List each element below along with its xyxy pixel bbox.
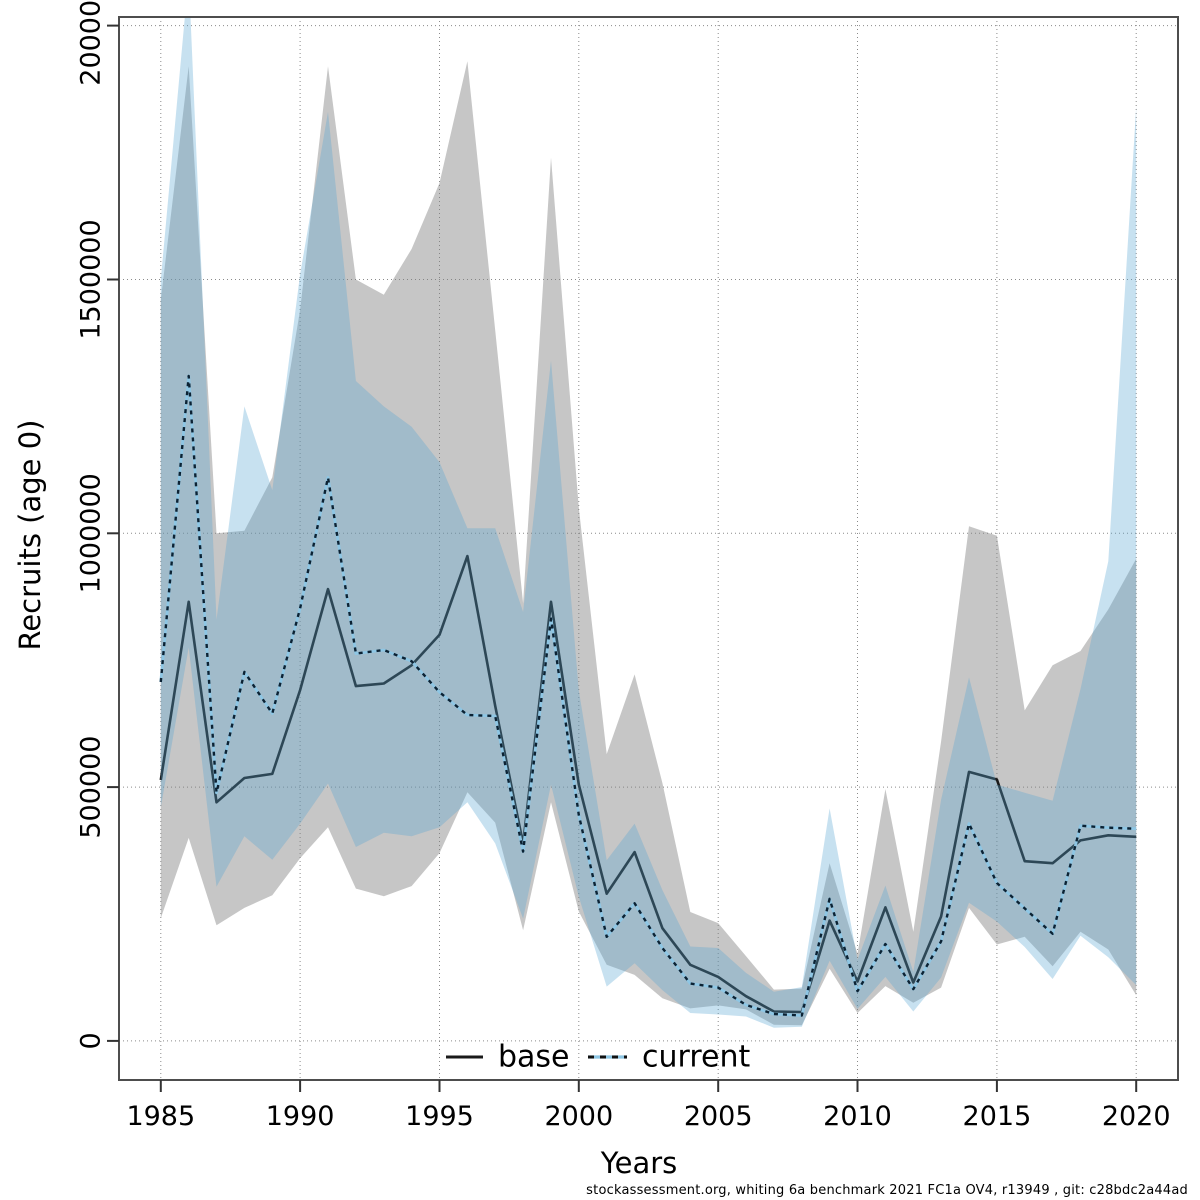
x-axis-title: Years bbox=[600, 1146, 678, 1180]
svg-text:1500000: 1500000 bbox=[76, 219, 107, 339]
svg-text:2010: 2010 bbox=[823, 1101, 892, 1132]
gridlines bbox=[119, 17, 1178, 1080]
base-line bbox=[159, 554, 1137, 1014]
current-confidence-band bbox=[160, 17, 1137, 1028]
y-axis-title: Recruits (age 0) bbox=[13, 419, 47, 651]
source-footer: stockassessment.org, whiting 6a benchmar… bbox=[586, 1183, 1188, 1198]
svg-text:2020: 2020 bbox=[1102, 1101, 1171, 1132]
svg-text:1000000: 1000000 bbox=[76, 473, 107, 593]
svg-text:500000: 500000 bbox=[76, 736, 107, 839]
y-tick-labels: 0 500000 1000000 1500000 2000000 bbox=[76, 0, 107, 1049]
legend-item-current: current bbox=[588, 1040, 750, 1075]
base-confidence-band bbox=[160, 61, 1137, 1026]
x-axis-ticks bbox=[159, 1080, 1138, 1092]
svg-text:2000000: 2000000 bbox=[76, 0, 107, 86]
y-axis-ticks bbox=[107, 24, 119, 1042]
svg-text:1990: 1990 bbox=[266, 1101, 335, 1132]
svg-text:2000: 2000 bbox=[544, 1101, 613, 1132]
x-tick-labels: 1985 1990 1995 2000 2005 2010 2015 2020 bbox=[126, 1101, 1170, 1132]
legend: base current bbox=[446, 1040, 750, 1075]
svg-text:current: current bbox=[642, 1040, 750, 1075]
svg-text:2005: 2005 bbox=[684, 1101, 753, 1132]
svg-text:1985: 1985 bbox=[126, 1101, 195, 1132]
svg-text:1995: 1995 bbox=[405, 1101, 474, 1132]
plot-frame bbox=[118, 16, 1179, 1081]
svg-text:2015: 2015 bbox=[963, 1101, 1032, 1132]
svg-text:0: 0 bbox=[76, 1032, 107, 1049]
legend-item-base: base bbox=[446, 1040, 570, 1075]
svg-text:base: base bbox=[498, 1040, 570, 1075]
current-line bbox=[159, 374, 1137, 1017]
